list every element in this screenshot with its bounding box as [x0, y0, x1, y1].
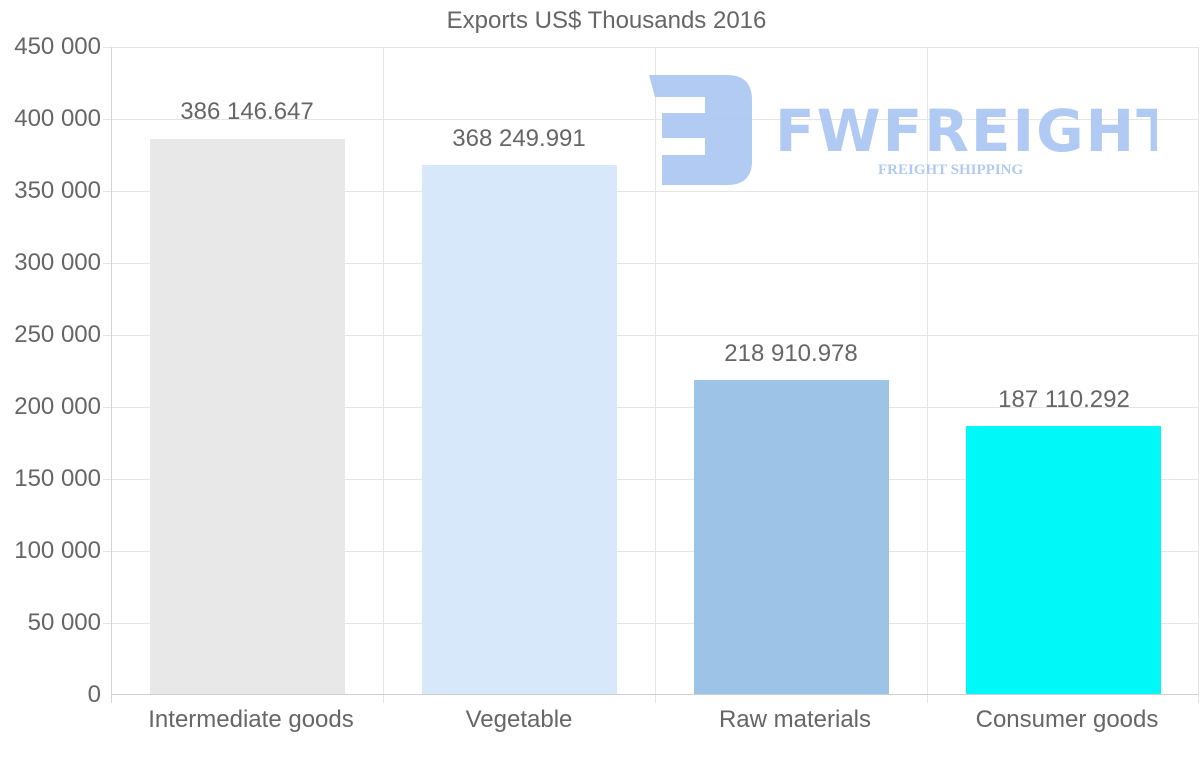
gridline — [655, 47, 656, 703]
chart-title: Exports US$ Thousands 2016 — [446, 7, 767, 34]
x-tick-label: Intermediate goods — [148, 706, 354, 733]
value-label: 386 146.647 — [180, 98, 314, 125]
x-tick-label: Consumer goods — [975, 706, 1159, 733]
gridline — [103, 47, 1199, 48]
bar-vegetable[interactable] — [422, 165, 617, 695]
y-tick-label: 300 000 — [14, 249, 101, 276]
gridline — [103, 191, 1199, 192]
value-label: 368 249.991 — [452, 125, 586, 152]
gridline — [103, 479, 1199, 480]
y-axis — [111, 47, 112, 703]
y-tick-label: 150 000 — [14, 465, 101, 492]
value-label: 187 110.292 — [998, 386, 1130, 413]
y-tick-label: 400 000 — [14, 105, 101, 132]
gridline — [383, 47, 384, 703]
y-tick-label: 0 — [87, 681, 101, 708]
gridline — [103, 623, 1199, 624]
plot-area — [103, 47, 1199, 703]
fwfreight-logo-icon: FWFREIGHT FREIGHT SHIPPING — [649, 75, 1176, 185]
gridline — [103, 407, 1199, 408]
y-tick-label: 250 000 — [14, 321, 101, 348]
bar-intermediate-goods[interactable] — [150, 139, 345, 695]
gridline — [1198, 47, 1199, 703]
bar-raw-materials[interactable] — [694, 380, 889, 695]
value-label: 218 910.978 — [724, 340, 858, 367]
fwfreight-watermark: FWFREIGHT FREIGHT SHIPPING — [647, 73, 1176, 188]
x-axis — [111, 694, 1199, 695]
y-tick-label: 450 000 — [14, 33, 101, 60]
y-tick-label: 350 000 — [14, 177, 101, 204]
y-tick-label: 200 000 — [14, 393, 101, 420]
gridline — [927, 47, 928, 703]
svg-text:FREIGHT SHIPPING: FREIGHT SHIPPING — [878, 162, 1023, 178]
y-tick-label: 100 000 — [14, 537, 101, 564]
svg-text:FWFREIGHT: FWFREIGHT — [775, 97, 1157, 165]
gridline — [103, 335, 1199, 336]
y-tick-label: 50 000 — [27, 609, 101, 636]
x-tick-label: Raw materials — [718, 706, 872, 733]
gridline — [103, 263, 1199, 264]
x-tick-label: Vegetable — [465, 706, 573, 733]
gridline — [103, 551, 1199, 552]
gridline — [103, 119, 1199, 120]
bar-consumer-goods[interactable] — [966, 426, 1161, 695]
